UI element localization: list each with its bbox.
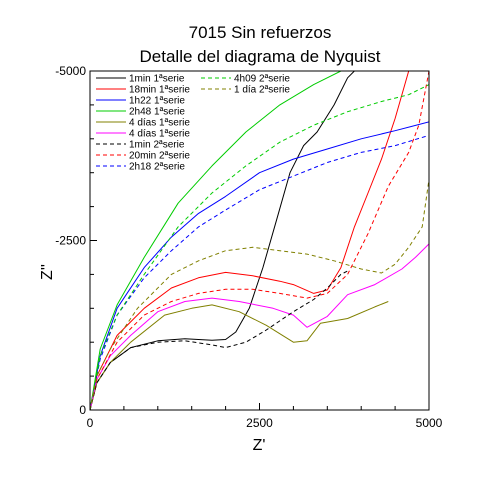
legend-label-left-2: 18min 1ªserie <box>129 85 190 96</box>
y-tick-label: -2500 <box>55 234 86 248</box>
chart-title-line-2: Detalle del diagrama de Nyquist <box>140 47 381 66</box>
x-tick-label: 2500 <box>246 416 273 430</box>
legend-label-left-4: 2h48 1ªserie <box>129 107 185 118</box>
plot-area: 0 2500 5000 0 -2500 -5000 <box>55 64 442 430</box>
legend-label-left-7: 1min 2ªserie <box>129 140 185 151</box>
legend-label-left-5: 4 días 1ªserie <box>129 118 190 129</box>
series-line-5 <box>90 301 389 410</box>
legend-label-left-9: 2h18 2ªserie <box>129 162 185 173</box>
series-line-6 <box>90 243 429 410</box>
legend-label-left-6: 4 días 1ªserie <box>129 129 190 140</box>
x-tick-label: 0 <box>87 416 94 430</box>
y-tick-label: -5000 <box>55 64 86 78</box>
legend-label-right-1: 4h09 2ªserie <box>234 74 290 85</box>
series-line-8 <box>90 71 429 410</box>
y-axis-title: Z'' <box>39 264 56 280</box>
series-line-4 <box>90 71 342 410</box>
legend-label-left-1: 1min 1ªserie <box>129 74 185 85</box>
series-line-3 <box>90 121 429 410</box>
chart-title-line-1: 7015 Sin refuerzos <box>189 23 332 42</box>
legend-label-right-2: 1 día 2ªserie <box>234 85 290 96</box>
y-tick-label: 0 <box>79 403 86 417</box>
x-tick-label: 5000 <box>416 416 443 430</box>
legend-label-left-8: 20min 2ªserie <box>129 151 190 162</box>
x-axis-title: Z' <box>253 437 266 454</box>
legend-label-left-3: 1h22 1ªserie <box>129 96 185 107</box>
series-line-10 <box>90 84 429 410</box>
series-line-2 <box>90 71 410 410</box>
series-line-11 <box>90 179 429 410</box>
